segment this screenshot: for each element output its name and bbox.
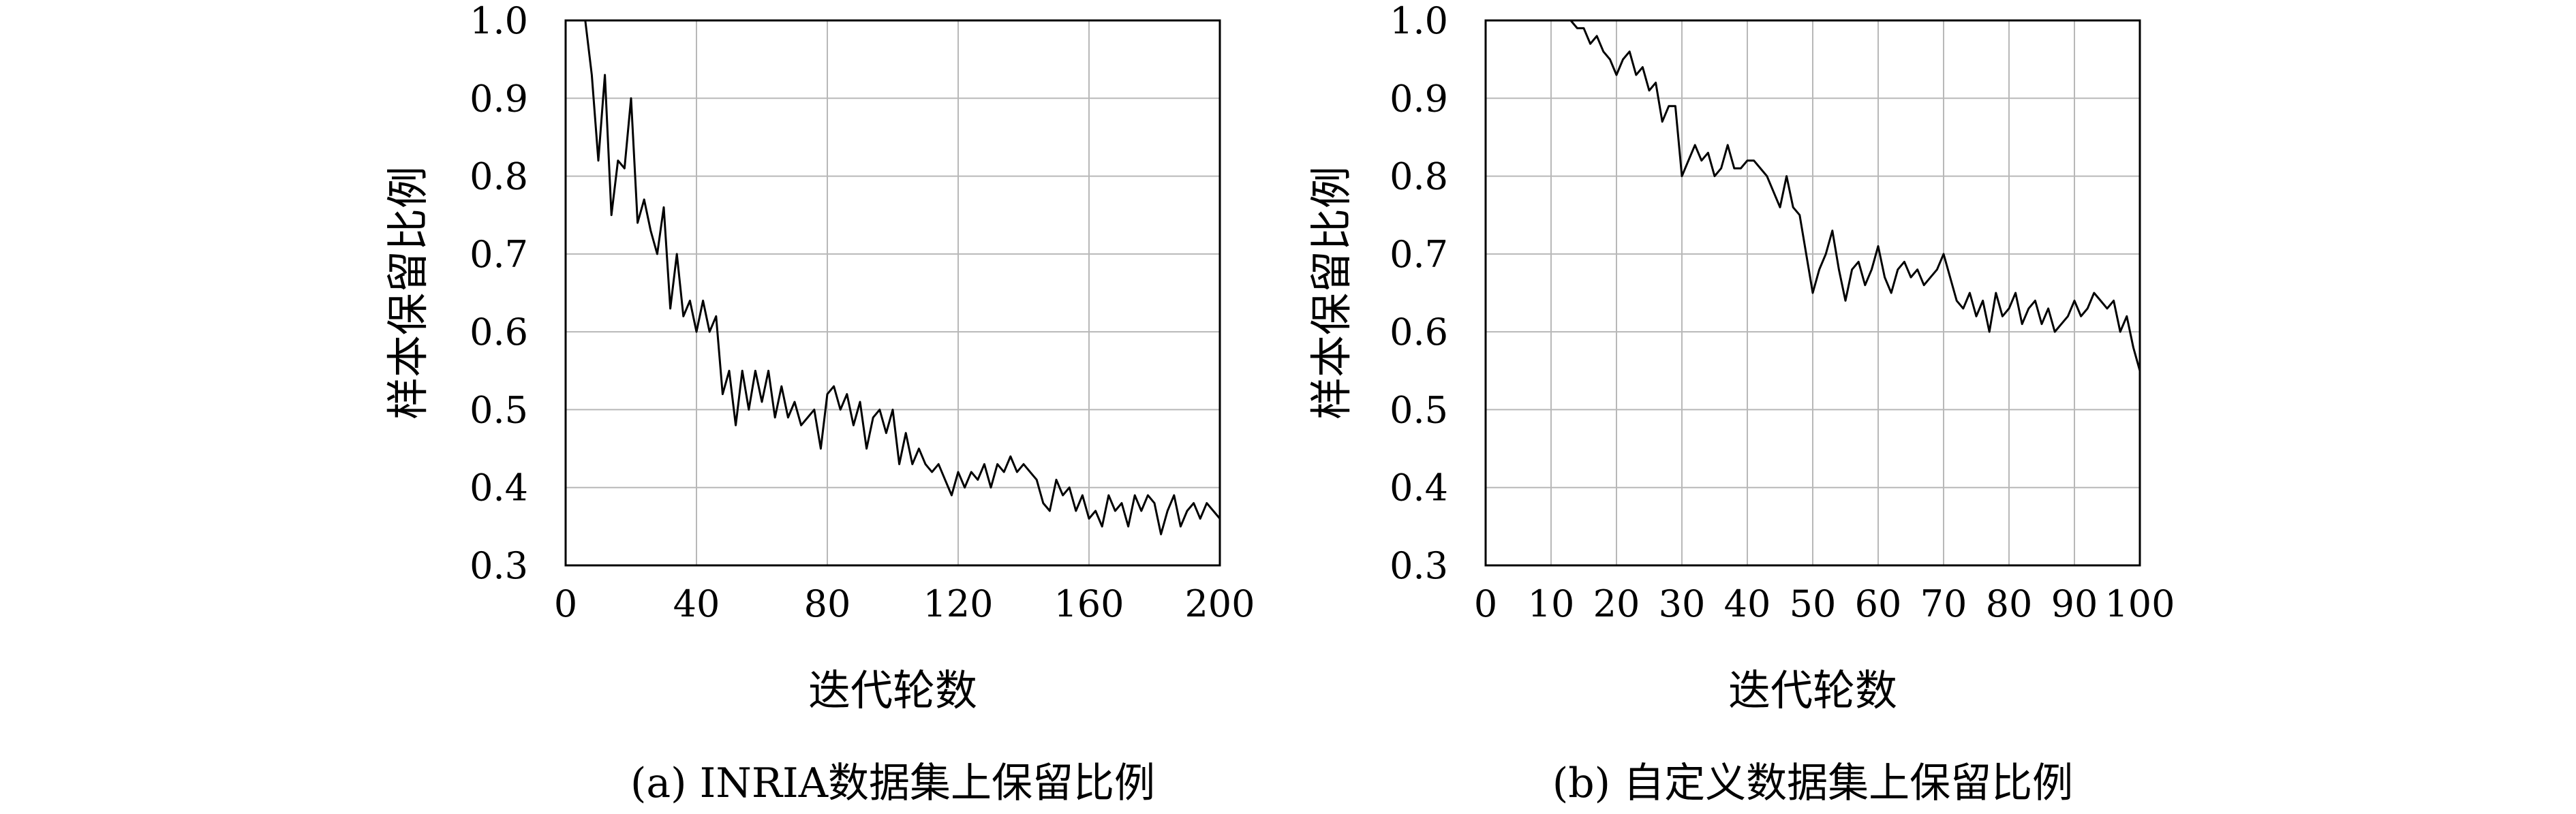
series-line bbox=[584, 20, 1221, 535]
y-tick-label: 0.7 bbox=[470, 233, 528, 276]
y-tick-label: 0.8 bbox=[1390, 155, 1448, 198]
x-tick-label: 40 bbox=[1724, 582, 1771, 625]
y-tick-label: 0.4 bbox=[470, 467, 528, 510]
plot-frame bbox=[564, 19, 1221, 567]
y-tick-label: 0.5 bbox=[1390, 388, 1448, 431]
x-tick-label: 20 bbox=[1593, 582, 1640, 625]
x-tick-label: 30 bbox=[1659, 582, 1706, 625]
chart-panel-a: 0 40 80 120 160 200 0.3 0.4 0.5 0.6 0.7 0.8 0.9 1.0 迭代… bbox=[383, 0, 1255, 807]
x-axis-label: 迭代轮数 bbox=[808, 666, 977, 715]
y-tick-label: 0.5 bbox=[470, 388, 528, 431]
x-tick-label: 10 bbox=[1528, 582, 1575, 625]
y-tick-label: 0.8 bbox=[470, 155, 528, 198]
x-tick-label: 80 bbox=[1986, 582, 2033, 625]
x-tick-label: 160 bbox=[1054, 582, 1124, 625]
x-tick-label: 90 bbox=[2051, 582, 2098, 625]
y-tick-label: 0.9 bbox=[1390, 77, 1448, 120]
x-tick-label: 80 bbox=[804, 582, 851, 625]
y-tick-label: 0.4 bbox=[1390, 467, 1448, 510]
y-tick-label: 1.0 bbox=[1390, 0, 1448, 42]
y-tick-label: 0.9 bbox=[470, 77, 528, 120]
x-tick-label: 60 bbox=[1855, 582, 1902, 625]
x-tick-label: 50 bbox=[1790, 582, 1837, 625]
series-line bbox=[1569, 20, 2141, 371]
y-tick-label: 0.3 bbox=[470, 544, 528, 587]
x-tick-label: 200 bbox=[1184, 582, 1255, 625]
x-tick-label: 40 bbox=[673, 582, 720, 625]
y-tick-label: 1.0 bbox=[470, 0, 528, 42]
x-tick-label: 70 bbox=[1920, 582, 1967, 625]
y-tick-label: 0.6 bbox=[1390, 311, 1448, 354]
x-tick-label: 100 bbox=[2104, 582, 2175, 625]
chart-panel-b: 0 10 20 30 40 50 60 70 80 90 100 0.3 0.4 0.5 0.6 0.7 0.8… bbox=[1306, 0, 2175, 807]
panel-caption: (b) 自定义数据集上保留比例 bbox=[1552, 760, 2073, 807]
y-axis-label: 样本保留比例 bbox=[1306, 166, 1356, 420]
panel-caption: (a) INRIA数据集上保留比例 bbox=[630, 760, 1155, 807]
x-axis-label: 迭代轮数 bbox=[1728, 666, 1897, 715]
x-tick-label: 120 bbox=[923, 582, 993, 625]
plot-frame bbox=[1484, 19, 2141, 567]
y-tick-label: 0.3 bbox=[1390, 544, 1448, 587]
x-tick-label: 0 bbox=[1474, 582, 1497, 625]
x-tick-label: 0 bbox=[554, 582, 577, 625]
y-tick-label: 0.7 bbox=[1390, 233, 1448, 276]
y-axis-label: 样本保留比例 bbox=[383, 166, 433, 420]
y-tick-label: 0.6 bbox=[470, 311, 528, 354]
